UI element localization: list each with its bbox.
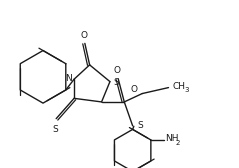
Text: O: O (131, 85, 138, 94)
Text: S: S (52, 125, 58, 134)
Text: 2: 2 (176, 140, 180, 146)
Text: NH: NH (165, 134, 179, 143)
Text: 3: 3 (185, 88, 189, 93)
Text: S: S (137, 121, 143, 130)
Text: O: O (80, 31, 87, 40)
Text: CH: CH (172, 82, 185, 91)
Text: N: N (65, 74, 72, 82)
Text: O: O (114, 66, 121, 75)
Text: S: S (114, 78, 119, 87)
